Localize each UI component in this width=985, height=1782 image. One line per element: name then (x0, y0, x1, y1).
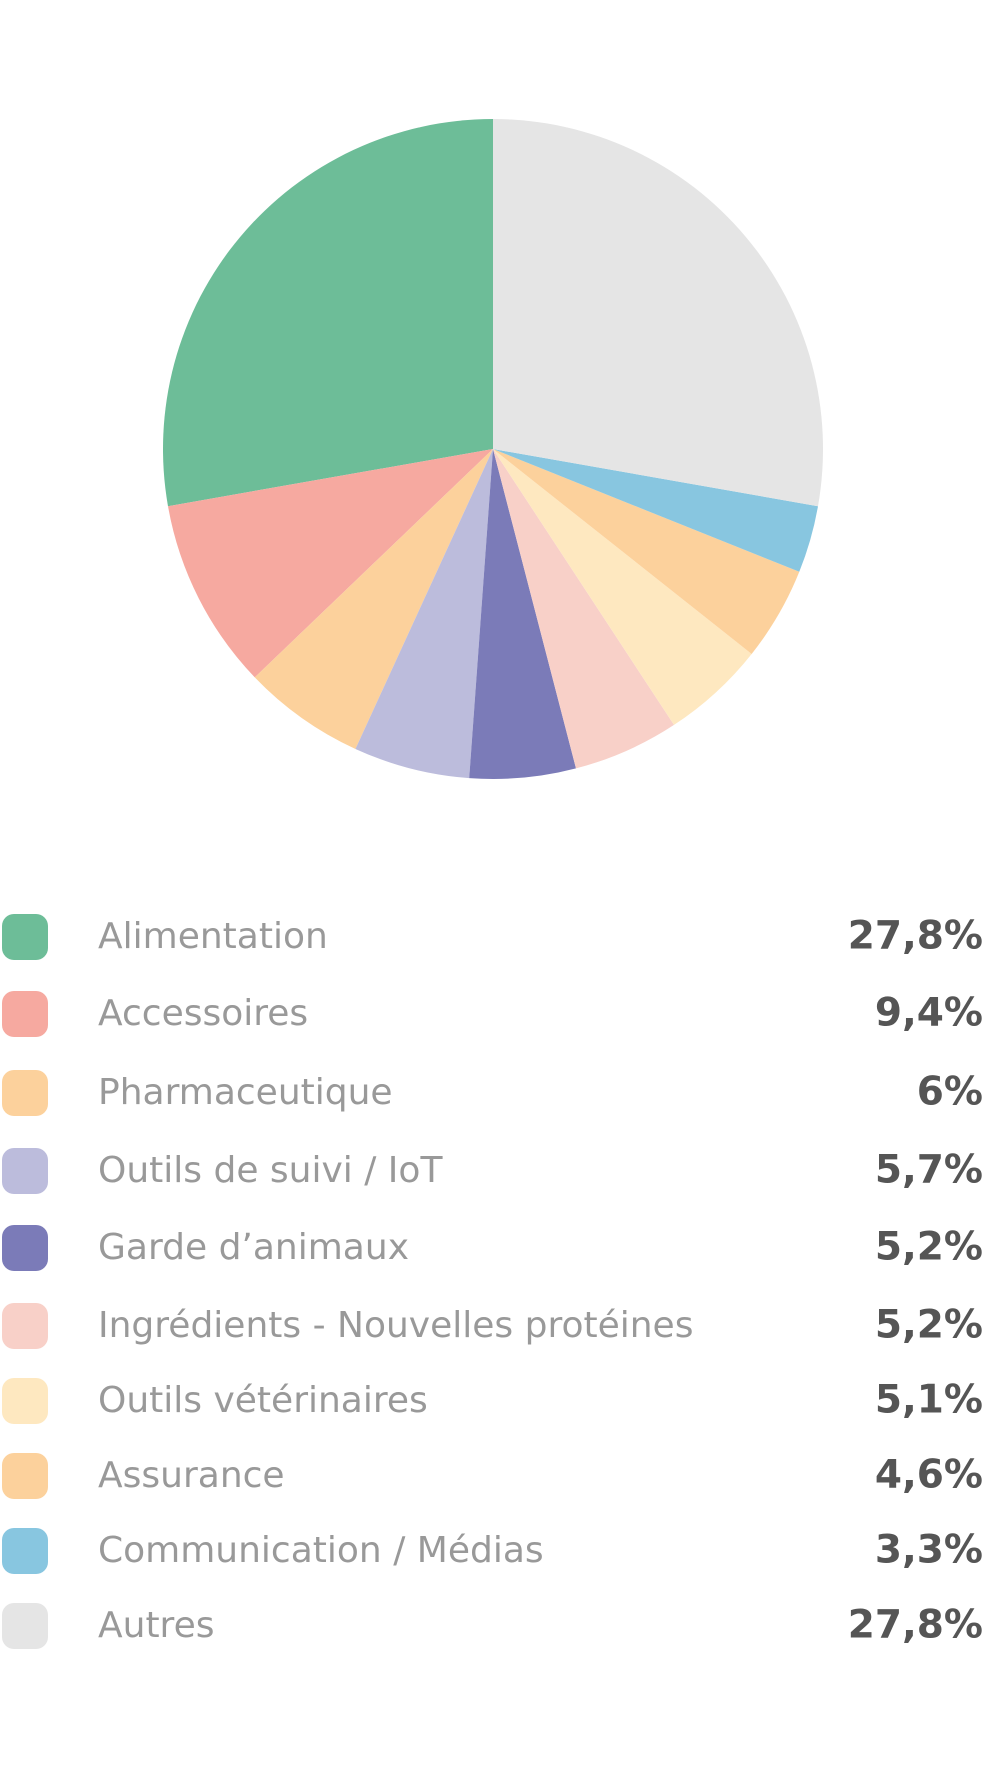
legend-swatch (2, 1603, 48, 1649)
legend-label: Garde d’animaux (98, 1227, 409, 1268)
value-label: 6% (917, 1070, 983, 1115)
value-label: 27,8% (848, 1603, 983, 1648)
value-label: 5,2% (875, 1225, 983, 1270)
legend-swatch (2, 914, 48, 960)
legend-label: Communication / Médias (98, 1530, 544, 1571)
value-label: 5,2% (875, 1303, 983, 1348)
legend-swatch (2, 1225, 48, 1271)
value-label: 5,1% (875, 1378, 983, 1423)
legend-swatch (2, 1453, 48, 1499)
value-label: 27,8% (848, 914, 983, 959)
legend-label: Pharmaceutique (98, 1072, 393, 1113)
pie-slice (493, 449, 819, 572)
pie-slice (469, 449, 576, 779)
legend-label: Ingrédients - Nouvelles protéines (98, 1305, 693, 1346)
pie-slice (355, 449, 493, 779)
legend-swatch (2, 1303, 48, 1349)
legend-label: Outils vétérinaires (98, 1380, 428, 1421)
value-label: 5,7% (875, 1148, 983, 1193)
legend-label: Outils de suivi / IoT (98, 1150, 443, 1191)
pie-slice (493, 449, 675, 769)
value-label: 9,4% (875, 991, 983, 1036)
legend-label: Assurance (98, 1455, 285, 1496)
legend-swatch (2, 1070, 48, 1116)
value-label: 3,3% (875, 1528, 983, 1573)
pie-slice (254, 449, 493, 749)
pie-slice (493, 119, 823, 507)
legend-swatch (2, 1528, 48, 1574)
legend-swatch (2, 991, 48, 1037)
pie-slice (167, 449, 494, 678)
legend-label: Alimentation (98, 916, 328, 957)
pie-slice (493, 449, 800, 654)
legend-swatch (2, 1378, 48, 1424)
legend-label: Autres (98, 1605, 214, 1646)
pie-slice (493, 449, 752, 725)
legend-label: Accessoires (98, 993, 308, 1034)
legend-swatch (2, 1148, 48, 1194)
value-label: 4,6% (875, 1453, 983, 1498)
pie-slice (162, 119, 494, 507)
